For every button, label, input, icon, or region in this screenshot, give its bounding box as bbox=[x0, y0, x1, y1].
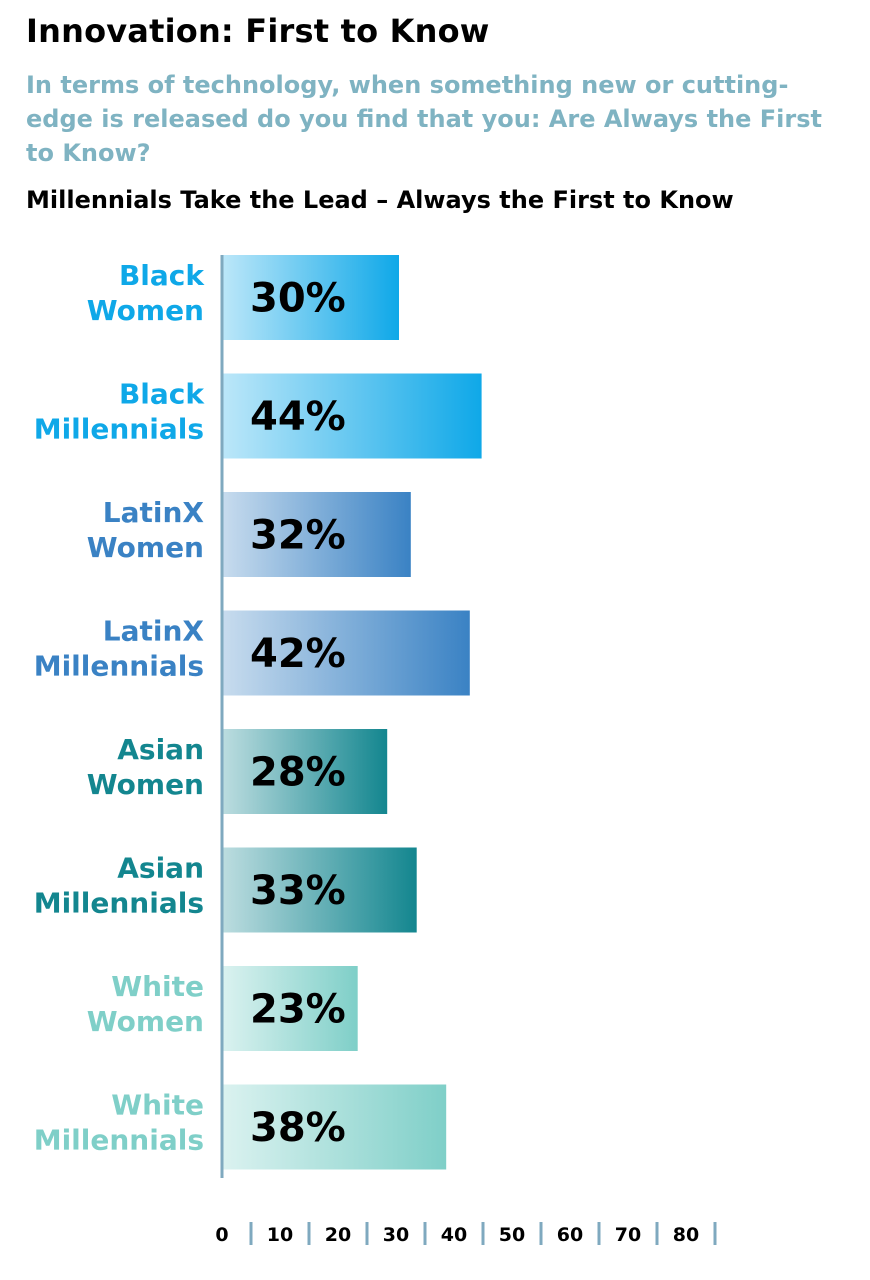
x-tick-label: 0 bbox=[215, 1224, 228, 1246]
bar-latinx-millennials bbox=[222, 610, 470, 696]
chart-title: Innovation: First to Know bbox=[26, 12, 490, 50]
x-tick-label: 80 bbox=[673, 1224, 699, 1246]
bar-latinx-women bbox=[222, 492, 411, 577]
bar-value-label: 32% bbox=[250, 513, 346, 559]
x-tick-label: 50 bbox=[499, 1224, 525, 1246]
bar-asian-women bbox=[222, 729, 388, 814]
category-label: White Women bbox=[87, 970, 204, 1038]
bars-layer: 30% Black Women 44% Black Millennials 32% Latin… bbox=[34, 255, 482, 1170]
bar-white-women bbox=[222, 966, 358, 1051]
category-label: White Millennials bbox=[34, 1089, 204, 1157]
chart-heading: Millennials Take the Lead – Always the F… bbox=[26, 186, 734, 214]
category-label: Black Women bbox=[87, 259, 206, 327]
bar-white-millennials bbox=[222, 1084, 447, 1170]
x-tick-label: 40 bbox=[441, 1224, 467, 1246]
x-tick-label: 10 bbox=[267, 1224, 293, 1246]
bar-asian-millennials bbox=[222, 847, 417, 933]
bar-value-label: 33% bbox=[250, 868, 346, 914]
category-label: LatinX Women bbox=[87, 496, 205, 564]
x-tick-label: 30 bbox=[383, 1224, 409, 1246]
category-label: Asian Women bbox=[87, 733, 204, 801]
bar-value-label: 28% bbox=[250, 750, 346, 796]
bar-black-millennials bbox=[222, 373, 482, 459]
x-tick-label: 60 bbox=[557, 1224, 583, 1246]
x-tick-label: 70 bbox=[615, 1224, 641, 1246]
category-label: Asian Millennials bbox=[34, 852, 204, 920]
chart-subtitle: In terms of technology, when something n… bbox=[26, 71, 822, 167]
x-tick-labels: 0 10 20 30 40 50 60 70 80 bbox=[215, 1222, 717, 1246]
bar-value-label: 30% bbox=[250, 276, 346, 322]
category-label: Black Millennials bbox=[34, 378, 206, 446]
bar-value-label: 42% bbox=[250, 631, 346, 677]
category-label: LatinX Millennials bbox=[34, 615, 205, 683]
x-tick-label: 20 bbox=[325, 1224, 351, 1246]
bar-black-women bbox=[222, 255, 399, 340]
bar-value-label: 44% bbox=[250, 394, 346, 440]
bar-value-label: 38% bbox=[250, 1105, 346, 1151]
bar-value-label: 23% bbox=[250, 987, 346, 1033]
